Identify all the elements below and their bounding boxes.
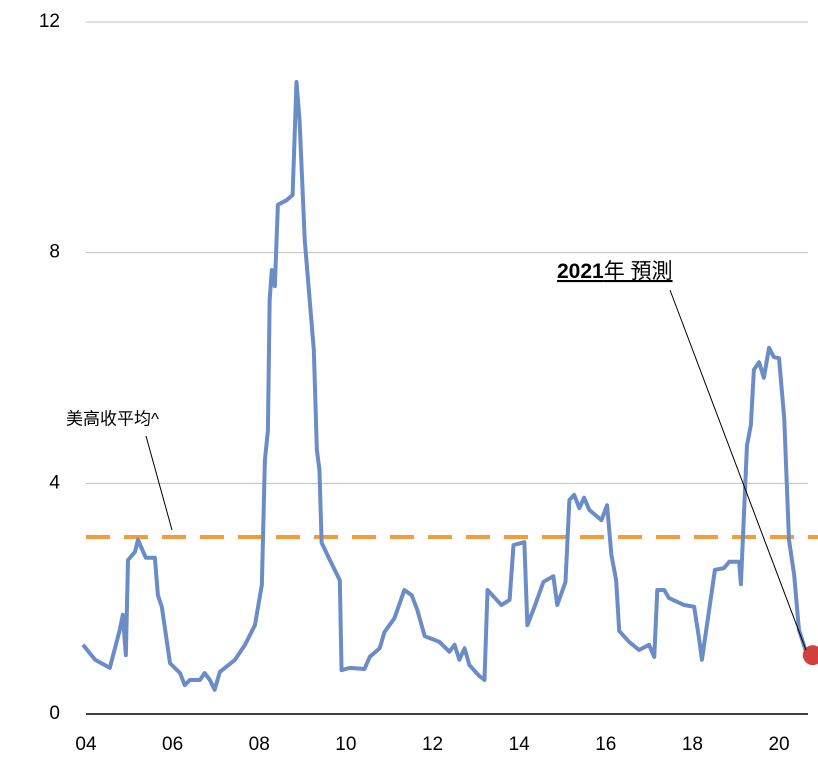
x-tick-label: 08 <box>249 734 270 755</box>
pointer <box>669 289 807 651</box>
x-tick-label: 12 <box>422 734 443 755</box>
x-tick-label: 10 <box>335 734 356 755</box>
x-tick-label: 04 <box>75 734 97 755</box>
pointer <box>145 435 173 531</box>
y-tick-label: 4 <box>49 472 60 493</box>
forecast-point <box>802 645 818 666</box>
x-tick-label: 14 <box>509 734 531 755</box>
x-tick-label: 20 <box>768 734 789 755</box>
forecast-text: 年 預測 <box>604 260 673 283</box>
x-tick-label: 06 <box>162 734 183 755</box>
x-tick-label: 16 <box>595 734 616 755</box>
data-line <box>81 79 810 692</box>
average-label: 美高收平均^ <box>66 409 159 428</box>
y-tick-label: 12 <box>39 11 60 32</box>
y-tick-label: 0 <box>49 703 60 724</box>
forecast-label: 2021年 預測 <box>557 260 673 283</box>
x-tick-label: 18 <box>682 734 703 755</box>
y-tick-label: 8 <box>49 242 60 263</box>
forecast-year: 2021 <box>557 260 604 283</box>
